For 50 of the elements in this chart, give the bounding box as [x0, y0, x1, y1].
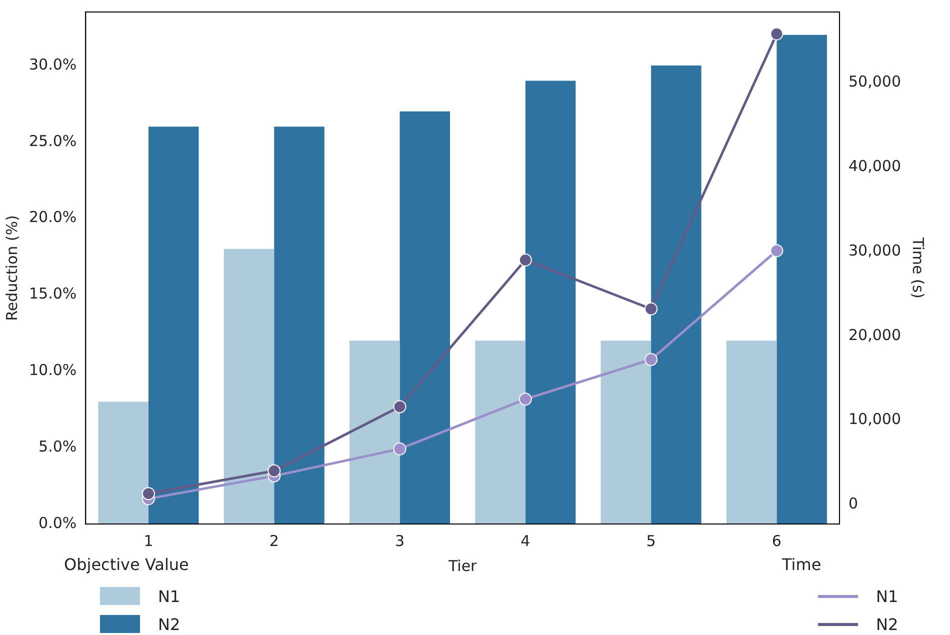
y-tick-label: 25.0%: [28, 132, 77, 150]
x-tick-label: 3: [394, 532, 405, 550]
x-tick-label: 5: [646, 532, 656, 550]
y2-tick-label: 30,000: [848, 241, 902, 260]
text: Objective Value: [64, 555, 189, 574]
x-tick-label: 4: [520, 532, 530, 550]
x-tick-label: 6: [772, 532, 782, 550]
bar: [148, 126, 199, 524]
y2-axis-title: Time (s): [909, 236, 928, 298]
y2-tick-label: 20,000: [848, 326, 902, 344]
bar: [776, 34, 827, 524]
y-axis-title: Reduction (%): [2, 215, 21, 321]
y-tick-label: 5.0%: [38, 437, 77, 456]
legend-label: N2: [158, 614, 180, 634]
y-tick-label: 30.0%: [28, 55, 77, 74]
y-tick-label: 15.0%: [28, 284, 77, 303]
bar: [651, 65, 702, 524]
bar: [600, 340, 652, 524]
legend-label: N1: [158, 586, 180, 606]
legend-label: N2: [876, 614, 898, 634]
point: [393, 400, 406, 414]
point: [142, 487, 155, 500]
point: [644, 302, 658, 316]
text: Time: [782, 555, 822, 574]
y-tick-label: 20.0%: [28, 208, 77, 226]
bar: [475, 340, 526, 524]
y2-tick-label: 50,000: [848, 72, 902, 91]
point: [518, 253, 532, 266]
bar: [224, 248, 274, 524]
x-axis-title: Tier: [447, 556, 478, 575]
point: [268, 464, 281, 478]
y2-tick-label: 40,000: [848, 157, 902, 176]
point: [393, 442, 406, 456]
y2-tick-label: 10,000: [848, 410, 902, 428]
x-tick-label: 2: [269, 532, 279, 550]
bar: [400, 111, 450, 524]
legend-label: N1: [876, 586, 898, 606]
bar: [525, 80, 576, 524]
bar: [274, 126, 324, 524]
x-tick-label: 1: [144, 532, 154, 550]
bar: [98, 402, 148, 524]
point: [770, 244, 784, 258]
point: [518, 392, 532, 406]
point: [644, 353, 658, 366]
bar: [726, 340, 777, 524]
y2-tick-label: 0: [848, 494, 858, 512]
y-tick-label: 10.0%: [28, 361, 77, 380]
point: [770, 27, 784, 40]
y-tick-label: 0.0%: [38, 514, 77, 532]
bar: [350, 340, 400, 524]
